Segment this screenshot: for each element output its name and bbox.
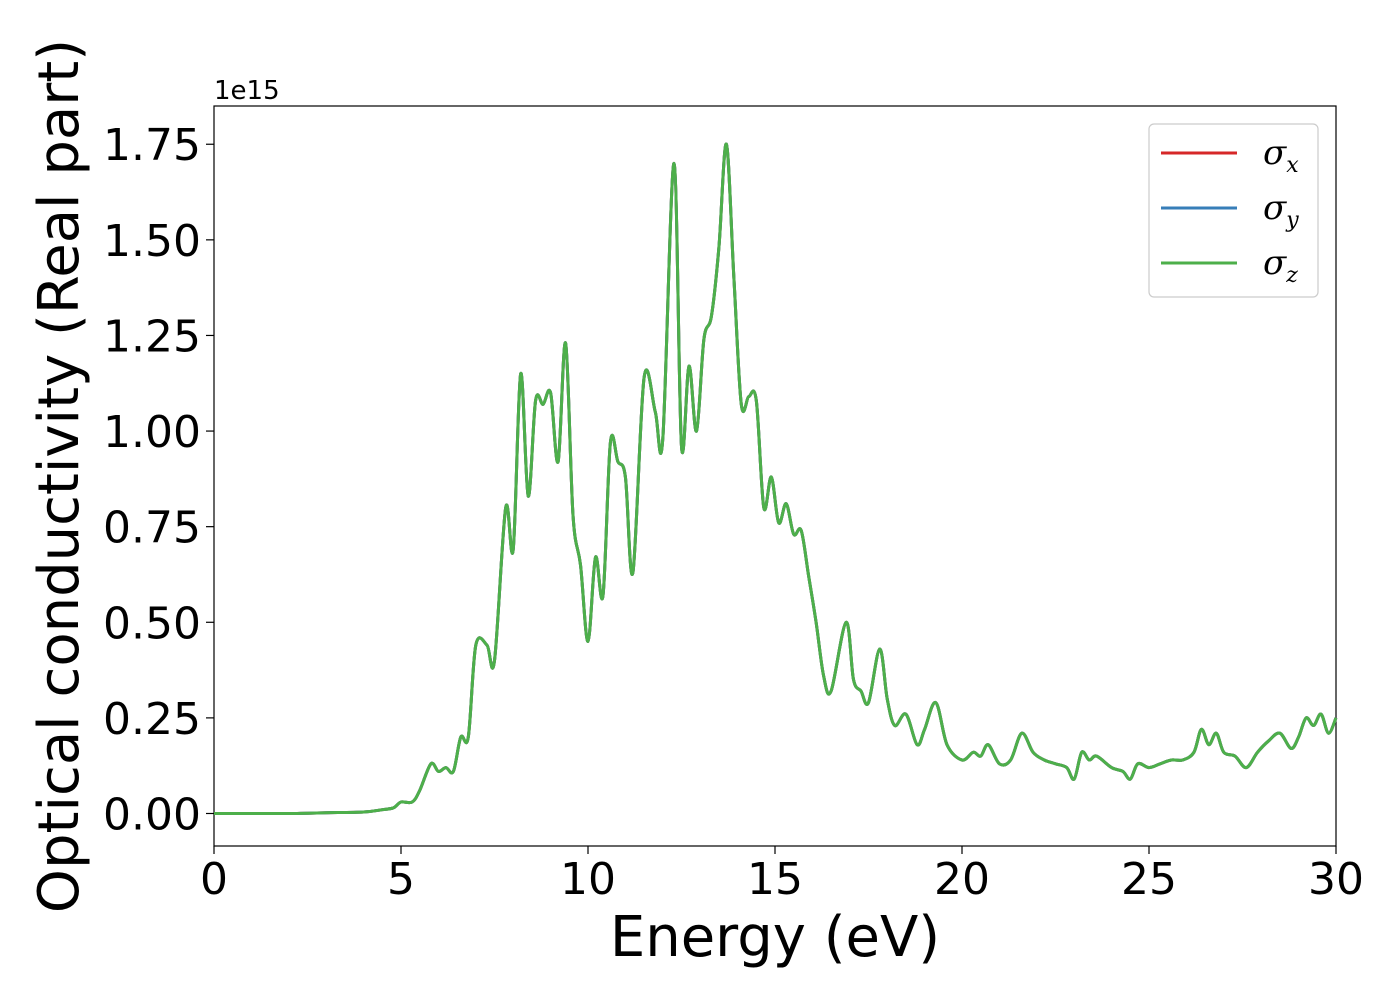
y-tick-label: 1.75 (103, 120, 201, 171)
y-axis: 0.00 0.25 0.50 0.75 1.00 1.25 1.50 1.75 (103, 120, 214, 840)
legend-frame (1148, 123, 1319, 298)
y-tick-label: 1.00 (103, 407, 201, 458)
y-offset-label: 1e15 (214, 76, 280, 106)
y-tick-label: 1.50 (103, 216, 201, 267)
y-tick-label: 0.25 (103, 694, 201, 745)
y-tick-label: 0.75 (103, 503, 201, 554)
x-tick-label: 0 (200, 854, 228, 905)
x-tick-label: 20 (934, 854, 990, 905)
series-layer (214, 142, 1338, 816)
legend-label-z: σz (1263, 243, 1298, 288)
series-line-z (214, 142, 1338, 816)
x-tick-label: 15 (747, 854, 803, 905)
y-tick-label: 1.25 (103, 311, 201, 362)
y-tick-label: 0.00 (103, 789, 201, 840)
legend: σx σy σz (1148, 123, 1319, 298)
y-tick-label: 0.50 (103, 598, 201, 649)
legend-items: σx σy σz (1161, 133, 1299, 288)
legend-label-x: σx (1263, 133, 1299, 178)
x-tick-label: 10 (560, 854, 616, 905)
x-tick-label: 25 (1121, 854, 1177, 905)
x-axis-title: Energy (eV) (610, 905, 940, 970)
legend-label-y: σy (1263, 188, 1299, 233)
x-axis: 0 5 10 15 20 25 30 (200, 846, 1364, 905)
x-tick-label: 30 (1308, 854, 1364, 905)
y-axis-title: Optical conductivity (Real part) (27, 39, 92, 913)
x-tick-label: 5 (387, 854, 415, 905)
